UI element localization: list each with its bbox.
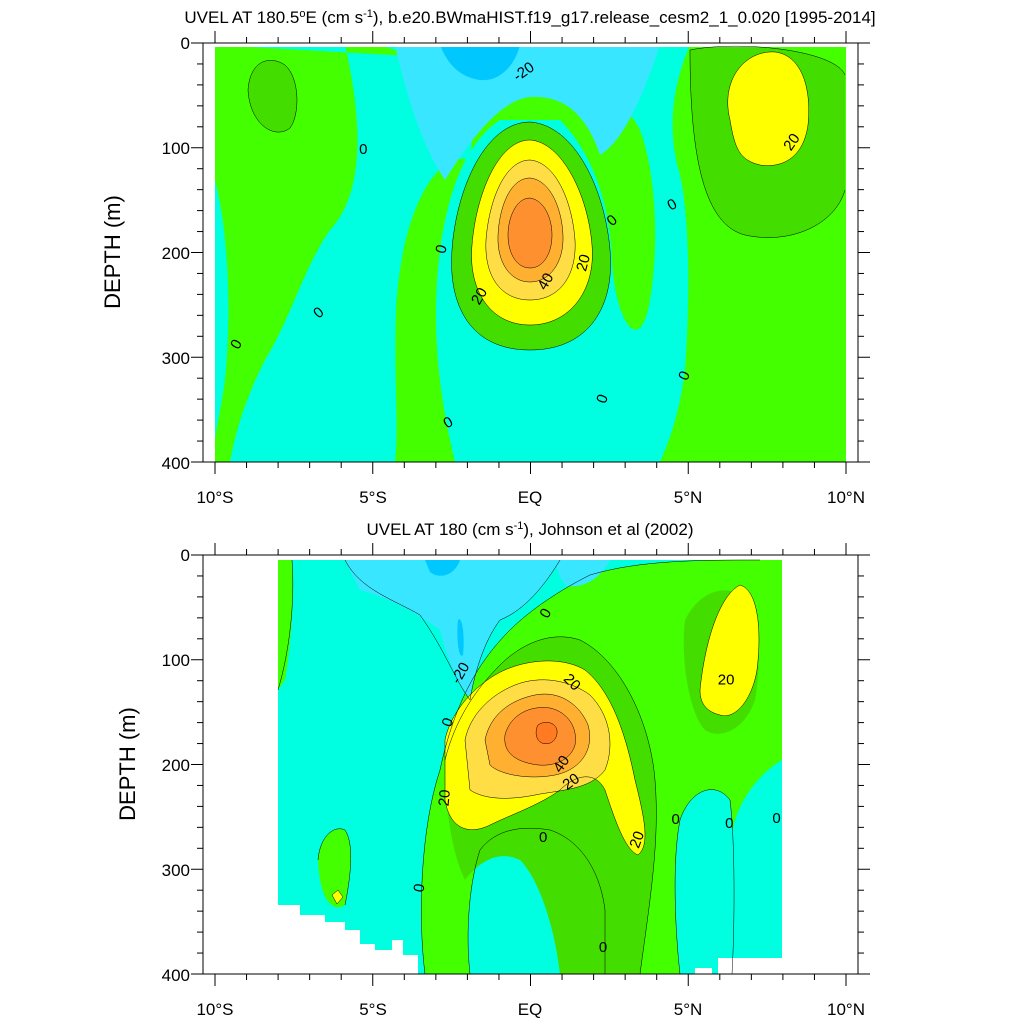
contour-label: 0 bbox=[539, 829, 547, 846]
region-20-30 bbox=[700, 585, 759, 716]
y-tick-label: 200 bbox=[162, 244, 190, 263]
contour-label: 40 bbox=[550, 752, 573, 775]
contour-label: 40 bbox=[534, 270, 557, 293]
y-tick-label: 400 bbox=[162, 454, 190, 473]
x-tick-label: 10°S bbox=[196, 488, 233, 507]
region-10-20 bbox=[248, 60, 297, 133]
region-m20-0 bbox=[675, 789, 735, 974]
ticks-bottom bbox=[191, 543, 870, 986]
contour-label: 20 bbox=[436, 789, 454, 807]
region-lt-m30 bbox=[457, 619, 464, 656]
x-tick-label: 5°S bbox=[359, 488, 387, 507]
contour-label: 0 bbox=[671, 811, 679, 828]
y-tick-label: 100 bbox=[162, 139, 190, 158]
region-lt-m30 bbox=[440, 45, 520, 81]
panel-model: UVEL AT 180.5oE (cm s-1), b.e20.BWmaHIST… bbox=[100, 8, 876, 507]
x-tick-label: 5°S bbox=[359, 1000, 387, 1019]
x-tick-label: 5°N bbox=[674, 1000, 703, 1019]
region-gt-50 bbox=[535, 722, 558, 744]
contour-label: 20 bbox=[573, 253, 594, 274]
panel-title: UVEL AT 180.5oE (cm s-1), b.e20.BWmaHIST… bbox=[184, 8, 875, 27]
y-tick-label: 100 bbox=[162, 651, 190, 670]
region-m20-0 bbox=[215, 45, 480, 462]
contour-label: 0 bbox=[725, 815, 733, 832]
region-gt-50 bbox=[508, 198, 552, 268]
region-20-30 bbox=[331, 889, 344, 905]
x-tick-label: EQ bbox=[518, 488, 543, 507]
contour-label: 20 bbox=[560, 770, 583, 793]
contour-label: 20 bbox=[626, 829, 648, 850]
y-tick-label: 0 bbox=[181, 34, 190, 53]
contour-label: 20 bbox=[780, 130, 803, 153]
x-tick-label: 5°N bbox=[674, 488, 703, 507]
y-tick-label: 400 bbox=[162, 966, 190, 985]
y-axis-label: DEPTH (m) bbox=[100, 195, 125, 309]
contour-label: 20 bbox=[468, 285, 491, 308]
x-tick-label: 10°N bbox=[827, 488, 865, 507]
contour-label: 0 bbox=[599, 939, 607, 956]
tick-labels-top: 10°S 5°S EQ 5°N 10°N 0 100 200 300 400 bbox=[162, 34, 865, 507]
x-tick-label: EQ bbox=[518, 1000, 543, 1019]
panel-title: UVEL AT 180 (cm s-1), Johnson et al (200… bbox=[367, 520, 694, 539]
contour-label: 20 bbox=[718, 672, 735, 689]
y-axis-label: DEPTH (m) bbox=[115, 707, 140, 821]
region-m30-m20 bbox=[555, 560, 610, 587]
contour-label: 0 bbox=[772, 810, 780, 827]
region-m30-m20 bbox=[345, 560, 560, 700]
region-0-10 bbox=[318, 828, 351, 908]
y-tick-label: 300 bbox=[162, 861, 190, 880]
region-20-30 bbox=[727, 51, 809, 166]
y-tick-label: 0 bbox=[181, 546, 190, 565]
region-m30-m20 bbox=[395, 45, 660, 180]
contour-fill bbox=[278, 560, 782, 974]
missing-data bbox=[695, 958, 782, 974]
contour-fill bbox=[215, 43, 846, 462]
region-lt-m30 bbox=[425, 560, 460, 576]
missing-data bbox=[278, 905, 418, 974]
contour-label: 0 bbox=[410, 882, 428, 893]
contour-label: 0 bbox=[359, 141, 367, 158]
x-tick-label: 10°S bbox=[196, 1000, 233, 1019]
tick-labels-bottom: 10°S 5°S EQ 5°N 10°N 0 100 200 300 400 bbox=[162, 546, 865, 1019]
y-tick-label: 300 bbox=[162, 349, 190, 368]
surface-gap bbox=[215, 43, 846, 47]
y-tick-label: 200 bbox=[162, 756, 190, 775]
x-tick-label: 10°N bbox=[827, 1000, 865, 1019]
ticks-top bbox=[191, 31, 870, 474]
panel-observations: UVEL AT 180 (cm s-1), Johnson et al (200… bbox=[115, 520, 870, 1019]
region-0-10 bbox=[278, 560, 293, 690]
